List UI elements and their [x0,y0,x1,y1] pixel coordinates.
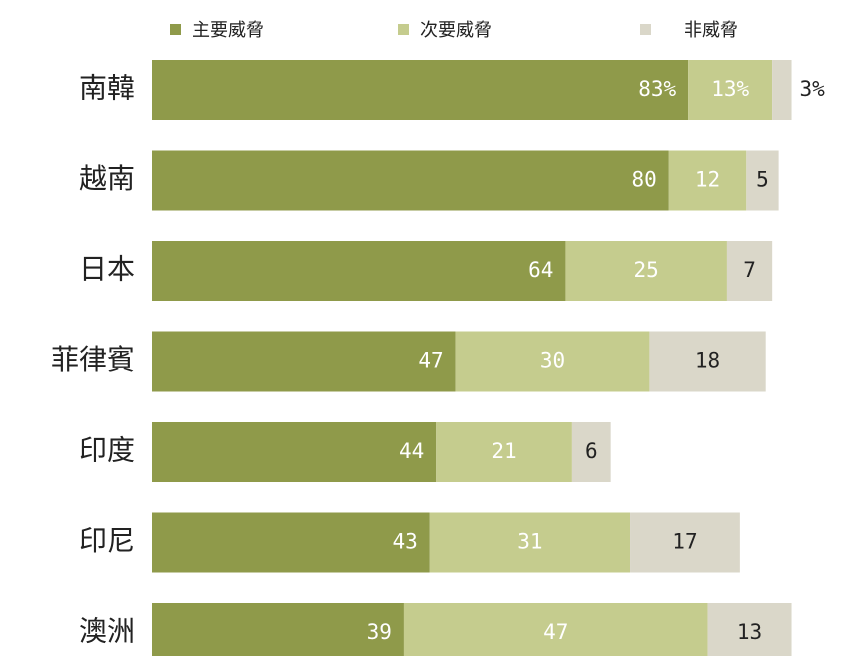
value-label: 44 [399,439,424,463]
bar-segment [707,603,792,656]
value-label: 43 [392,530,417,554]
bar-segment [688,60,773,120]
value-label: 25 [634,258,659,282]
bar-segment [152,150,669,211]
category-label: 越南 [79,162,135,195]
category-label: 印度 [79,434,135,467]
value-label: 31 [517,530,542,554]
bar-segment [152,331,456,392]
category-label: 南韓 [79,72,135,105]
value-label: 17 [672,530,697,554]
value-label: 13 [737,620,762,644]
value-label: 47 [418,349,443,373]
value-label: 21 [491,439,516,463]
category-label: 菲律賓 [51,343,135,376]
value-label: 3% [800,77,826,101]
value-label: 39 [367,620,392,644]
bar-segment [630,512,740,573]
category-label: 澳洲 [79,615,135,648]
bar-segment [429,512,631,573]
value-label: 6 [585,439,598,463]
value-label: 7 [743,258,756,282]
value-label: 30 [540,349,565,373]
bar-segment [152,422,437,482]
value-label: 83% [638,77,676,101]
value-label: 12 [695,168,720,192]
bar-segment [436,422,572,482]
value-label: 18 [695,349,720,373]
bar-segment [746,150,779,211]
bar-segment [668,150,747,211]
bar-segment [152,241,566,301]
legend-swatch [170,24,181,35]
value-label: 13% [711,77,749,101]
bar-segment [403,603,708,656]
bar-segment [649,331,766,392]
value-label: 47 [543,620,568,644]
bar-segment [152,60,689,120]
legend-swatch [398,24,409,35]
category-label: 印尼 [79,524,135,557]
value-label: 5 [756,168,769,192]
bar-segment [726,241,773,301]
bar-segment [152,603,404,656]
bar-segment [571,422,611,482]
category-label: 日本 [79,253,135,286]
value-label: 80 [632,168,657,192]
bar-segment [152,512,430,573]
value-label: 64 [528,258,553,282]
bar-segment [565,241,727,301]
legend-label: 非威脅 [684,20,738,41]
legend-swatch [640,24,651,35]
bar-segment [772,60,792,120]
legend-label: 次要威脅 [420,20,492,41]
bar-segment [455,331,650,392]
legend-label: 主要威脅 [192,20,264,41]
